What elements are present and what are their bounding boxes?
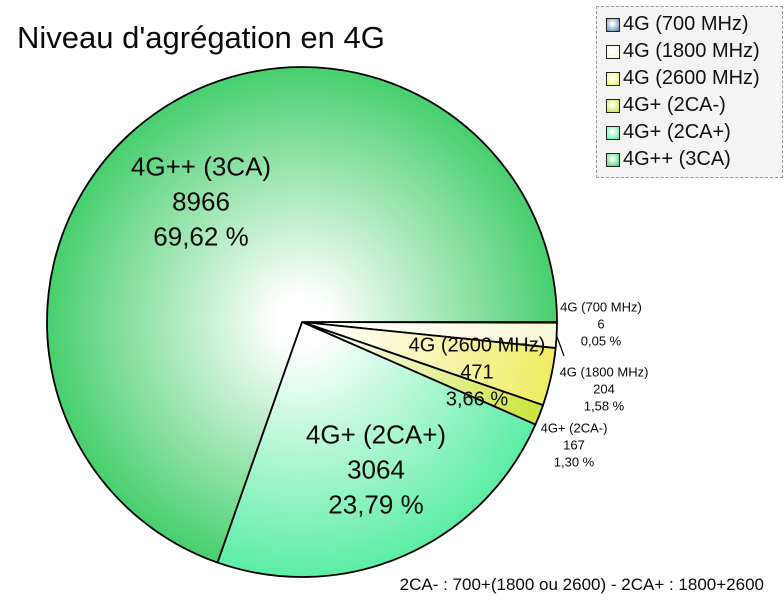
slice-percent: 1,30 %	[553, 454, 595, 470]
label-leader-line	[555, 333, 565, 357]
slice-percent: 0,05 %	[580, 333, 622, 349]
slice-name: 4G+ (2CA+)	[305, 419, 447, 450]
legend-item-4g-2600: 4G (2600 MHz)	[606, 65, 782, 92]
slice-value: 6	[597, 316, 605, 332]
slice-percent: 23,79 %	[328, 489, 424, 520]
slice-value: 204	[593, 381, 615, 397]
slice-name: 4G+ (2CA-)	[540, 420, 608, 436]
legend-color-chip-icon	[606, 17, 620, 32]
legend-item-label: 4G (700 MHz)	[623, 13, 749, 35]
slice-label-4gp-2cam: 4G+ (2CA-) 167 1,30 %	[541, 420, 608, 471]
pie-slice-5	[46, 66, 558, 564]
legend-item-label: 4G++ (3CA)	[623, 148, 731, 170]
slice-value: 167	[563, 437, 585, 453]
legend-item-4g-1800: 4G (1800 MHz)	[606, 38, 782, 65]
legend-color-chip-icon	[606, 125, 620, 140]
slice-value: 8966	[172, 186, 230, 217]
pie-slice-4	[216, 321, 537, 578]
legend-item-label: 4G+ (2CA-)	[623, 94, 726, 116]
chart-title: Niveau d'agrégation en 4G	[17, 20, 385, 55]
slice-name: 4G (700 MHz)	[560, 299, 642, 315]
slice-name: 4G++ (3CA)	[130, 151, 272, 182]
slice-name: 4G (1800 MHz)	[559, 364, 649, 380]
slice-label-4gp-2cap: 4G+ (2CA+) 3064 23,79 %	[306, 418, 446, 523]
slice-label-4gpp-3ca: 4G++ (3CA) 8966 69,62 %	[131, 150, 271, 255]
legend-item-label: 4G (1800 MHz)	[623, 40, 760, 62]
legend-item-4gpp-3ca: 4G++ (3CA)	[606, 146, 782, 173]
legend-item-4g-700: 4G (700 MHz)	[606, 11, 782, 38]
legend-item-label: 4G+ (2CA+)	[623, 121, 731, 143]
legend-item-label: 4G (2600 MHz)	[623, 67, 760, 89]
slice-value: 3064	[347, 454, 405, 485]
legend-color-chip-icon	[606, 44, 620, 59]
slice-value: 471	[460, 361, 494, 384]
legend: 4G (700 MHz) 4G (1800 MHz) 4G (2600 MHz)…	[596, 6, 783, 178]
slice-percent: 1,58 %	[583, 398, 625, 414]
slice-percent: 69,62 %	[153, 221, 249, 252]
slice-percent: 3,66 %	[445, 388, 509, 411]
slice-label-4g-1800: 4G (1800 MHz) 204 1,58 %	[560, 364, 649, 415]
pie-wedges	[46, 66, 558, 578]
legend-item-4gp-2cam: 4G+ (2CA-)	[606, 92, 782, 119]
legend-color-chip-icon	[606, 71, 620, 86]
slice-name: 4G (2600 MHz)	[408, 334, 546, 357]
legend-item-4gp-2cap: 4G+ (2CA+)	[606, 119, 782, 146]
legend-color-chip-icon	[606, 152, 620, 167]
slice-label-4g-700: 4G (700 MHz) 6 0,05 %	[560, 299, 642, 350]
legend-color-chip-icon	[606, 98, 620, 113]
slice-label-4g-2600: 4G (2600 MHz) 471 3,66 %	[409, 333, 546, 414]
chart-footnote: 2CA- : 700+(1800 ou 2600) - 2CA+ : 1800+…	[399, 575, 764, 594]
